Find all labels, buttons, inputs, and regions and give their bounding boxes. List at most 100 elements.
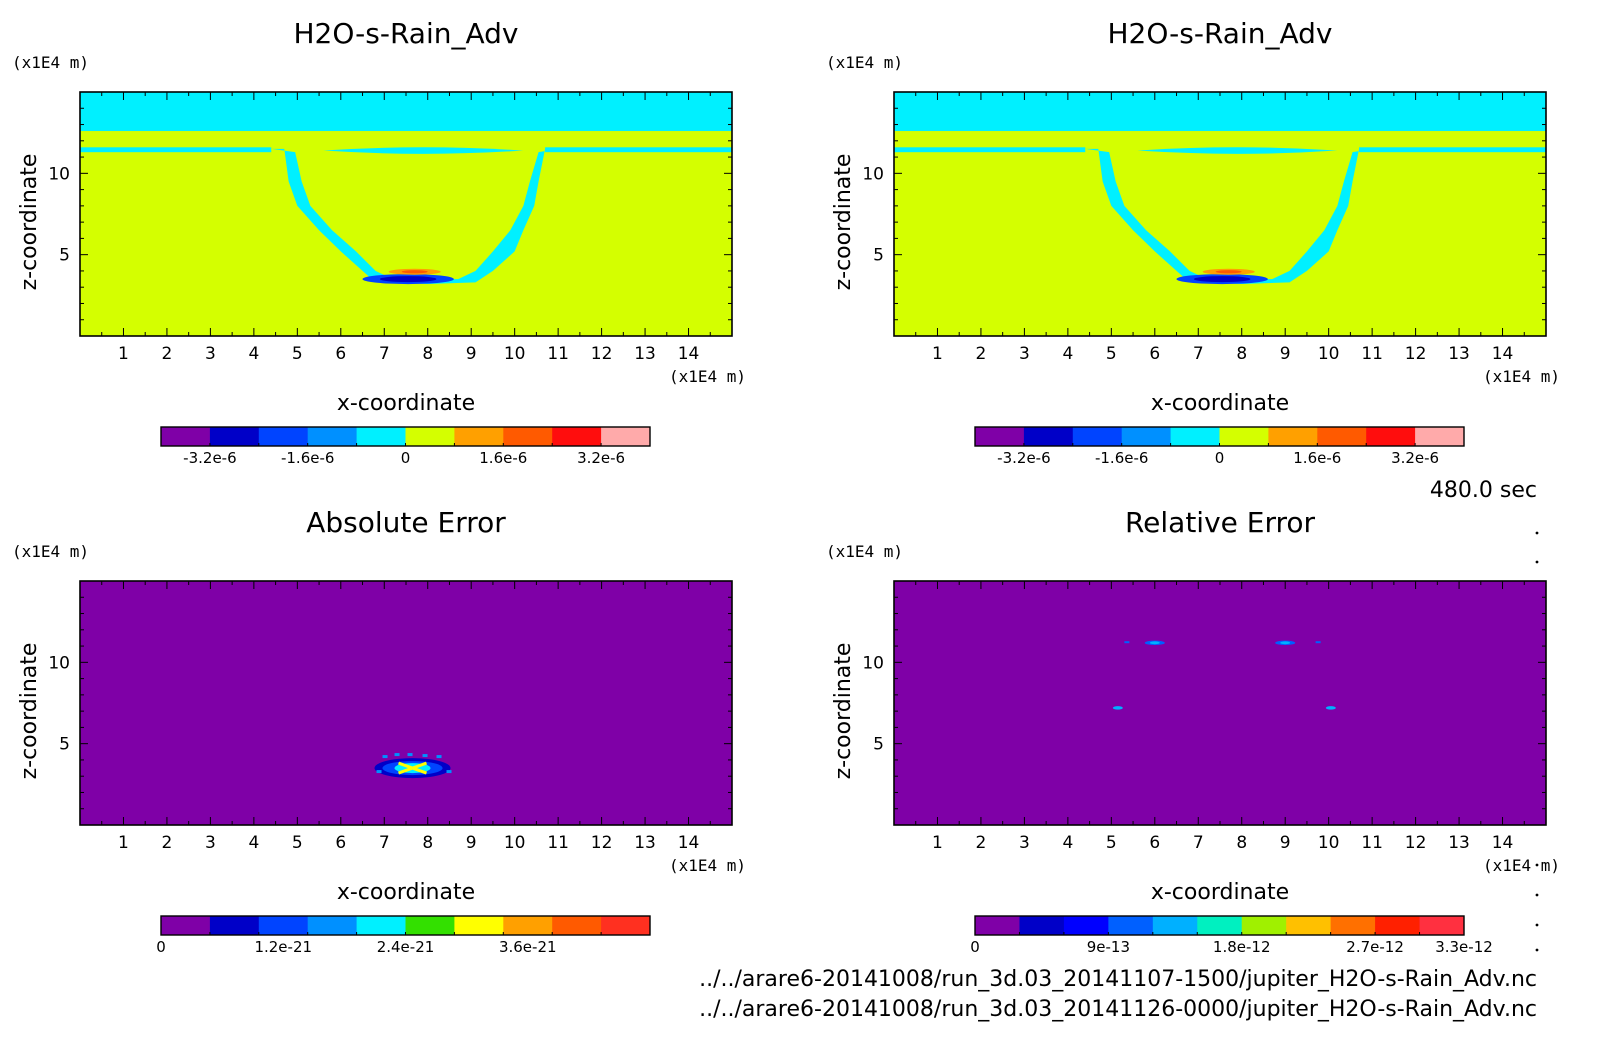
colorbar-swatch	[1170, 427, 1220, 446]
x-tick-label: 7	[1193, 833, 1204, 853]
x-tick-label: 3	[1019, 344, 1030, 364]
left-level-line	[894, 147, 1086, 153]
colorbar-swatch	[1375, 916, 1421, 935]
error-speck	[394, 753, 400, 757]
y-tick-label: 10	[48, 653, 70, 673]
y-unit-label: (x1E4 m)	[826, 542, 903, 561]
chart-panel-3: Absolute Error(x1E4 m)(x1E4 m)1 2 3 4 5 6 7 8 9 1…	[12, 506, 746, 956]
relative-error-spot-core	[1149, 641, 1160, 645]
colorbar-swatch	[356, 427, 406, 446]
colorbar-swatch	[405, 916, 455, 935]
colorbar-label: 1.8e-12	[1213, 938, 1271, 956]
colorbar-label: 9e-13	[1087, 938, 1130, 956]
x-tick-label: 3	[205, 344, 216, 364]
x-tick-label: 8	[422, 833, 433, 853]
colorbar-swatch	[258, 916, 309, 935]
tick-marks	[80, 92, 732, 336]
colorbar-swatch	[503, 427, 553, 446]
colorbar-swatch	[454, 916, 504, 935]
x-tick-label: 14	[1492, 833, 1514, 853]
y-tick-label: 10	[862, 653, 884, 673]
x-tick-label: 1	[118, 344, 129, 364]
colorbar-swatch	[307, 916, 358, 935]
x-tick-label: 14	[678, 344, 700, 364]
field-background	[80, 581, 732, 825]
chart-title: Relative Error	[1125, 506, 1316, 539]
x-axis-label: x-coordinate	[1151, 880, 1289, 905]
field-background	[894, 92, 1546, 336]
y-tick-label: 10	[48, 164, 70, 184]
y-unit-label: (x1E4 m)	[826, 53, 903, 72]
colorbar-swatch	[1072, 427, 1123, 446]
colorbar-swatch	[1197, 916, 1243, 935]
y-tick-label: 5	[873, 735, 884, 755]
relative-error-spot-core	[1280, 641, 1291, 645]
x-tick-label: 13	[634, 833, 656, 853]
colorbar-swatch	[405, 427, 455, 446]
x-tick-label: 10	[1318, 344, 1340, 364]
colorbar-swatch	[975, 916, 1020, 935]
x-tick-label: 11	[547, 833, 569, 853]
colorbar-swatch	[1219, 427, 1269, 446]
right-level-line	[1359, 147, 1546, 153]
x-tick-label: 2	[976, 344, 987, 364]
upper-lens	[323, 147, 524, 154]
colorbar-swatch	[356, 916, 406, 935]
x-tick-label: 9	[466, 344, 477, 364]
y-tick-label: 5	[873, 246, 884, 266]
chart-panel-4: Relative Error(x1E4 m)(x1E4 m)1 2 3 4 5 6 7 8 9 1…	[826, 506, 1560, 956]
rain-region-rim	[1085, 148, 1373, 284]
colorbar-swatch	[1330, 916, 1376, 935]
colorbar-label: -3.2e-6	[997, 449, 1050, 467]
x-tick-label: 9	[1280, 344, 1291, 364]
x-tick-label: 12	[1405, 833, 1427, 853]
colorbar-label: -3.2e-6	[183, 449, 236, 467]
chart-title: H2O-s-Rain_Adv	[293, 17, 518, 50]
x-tick-label: 11	[1361, 344, 1383, 364]
x-unit-label: (x1E4 m)	[1483, 367, 1560, 386]
upper-band	[894, 92, 1546, 132]
x-tick-label: 6	[335, 833, 346, 853]
y-unit-label: (x1E4 m)	[12, 53, 89, 72]
left-level-line	[80, 147, 272, 153]
x-tick-label: 4	[248, 833, 259, 853]
colorbar-swatch	[601, 427, 651, 446]
y-axis-label: z-coordinate	[17, 154, 42, 291]
x-tick-label: 7	[379, 344, 390, 364]
colorbar-label: -1.6e-6	[281, 449, 334, 467]
x-tick-label: 1	[118, 833, 129, 853]
error-speck	[446, 770, 452, 774]
colorbar-swatch	[209, 916, 260, 935]
contour-field	[894, 92, 1546, 336]
colorbar: -3.2e-6 -1.6e-6 0 1.6e-6 3.2e-6	[974, 426, 1465, 467]
error-speck	[376, 770, 382, 774]
x-tick-label: 1	[932, 344, 943, 364]
y-axis-label: z-coordinate	[831, 154, 856, 291]
x-tick-label: 9	[1280, 833, 1291, 853]
contour-field	[80, 92, 732, 336]
x-tick-label: 13	[1448, 833, 1470, 853]
colorbar-swatch	[975, 427, 1025, 446]
colorbar-label: 0	[1215, 449, 1225, 467]
colorbar-label: 2.7e-12	[1346, 938, 1404, 956]
x-tick-label: 8	[422, 344, 433, 364]
colorbar-label: 1.6e-6	[1293, 449, 1341, 467]
colorbar: 0 9e-13 1.8e-12 2.7e-12 3.3e-12	[970, 915, 1493, 956]
upper-band	[80, 92, 732, 132]
contour-field	[894, 581, 1546, 825]
colorbar-swatch	[161, 916, 211, 935]
x-tick-label: 11	[1361, 833, 1383, 853]
x-tick-label: 6	[1149, 833, 1160, 853]
margin-dot	[1535, 560, 1539, 564]
margin-dot	[1535, 531, 1539, 535]
colorbar-swatch	[307, 427, 358, 446]
x-tick-label: 10	[504, 833, 526, 853]
x-unit-label: (x1E4 m)	[669, 367, 746, 386]
y-tick-label: 10	[862, 164, 884, 184]
colorbar-label: 0	[401, 449, 411, 467]
chart-panel-1: H2O-s-Rain_Adv(x1E4 m)(x1E4 m)1 2 3 4 5 6 7 8 9 1…	[12, 17, 746, 467]
x-tick-label: 2	[976, 833, 987, 853]
negative-lobe-core	[1193, 276, 1251, 283]
colorbar: 0 1.2e-21 2.4e-21 3.6e-21	[156, 915, 651, 956]
x-tick-label: 12	[1405, 344, 1427, 364]
